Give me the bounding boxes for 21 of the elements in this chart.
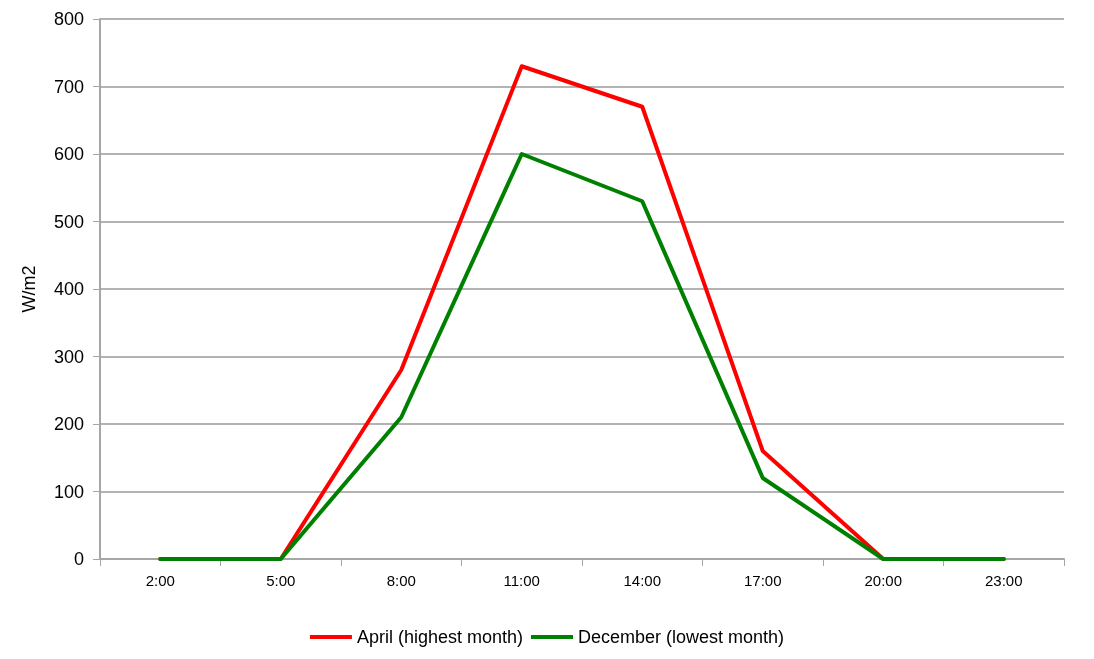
x-tick-label: 23:00: [984, 572, 1023, 589]
y-tick-label: 400: [53, 279, 84, 299]
legend-label: December (lowest month): [578, 627, 785, 647]
y-tick-label: 100: [53, 481, 84, 502]
x-tick-label: 14:00: [623, 572, 662, 589]
x-tick-label: 2:00: [145, 572, 175, 589]
legend-label: April (highest month): [356, 627, 524, 647]
line-series: [158, 152, 1006, 561]
y-tick-label: 300: [53, 346, 84, 367]
y-tick-label: 800: [53, 9, 84, 29]
x-tick-label: 8:00: [386, 572, 416, 589]
y-tick-label: 0: [73, 549, 84, 569]
y-tick-label: 500: [53, 211, 84, 232]
y-tick-label: 200: [53, 414, 84, 434]
x-tick-label: 20:00: [864, 572, 903, 589]
y-tick-label: 700: [53, 76, 84, 97]
x-tick-label: 5:00: [266, 572, 296, 589]
x-tick-label: 11:00: [503, 572, 540, 589]
y-axis-title: W/m2: [19, 265, 39, 313]
y-tick-label: 600: [53, 144, 84, 164]
x-tick-label: 17:00: [743, 572, 782, 589]
